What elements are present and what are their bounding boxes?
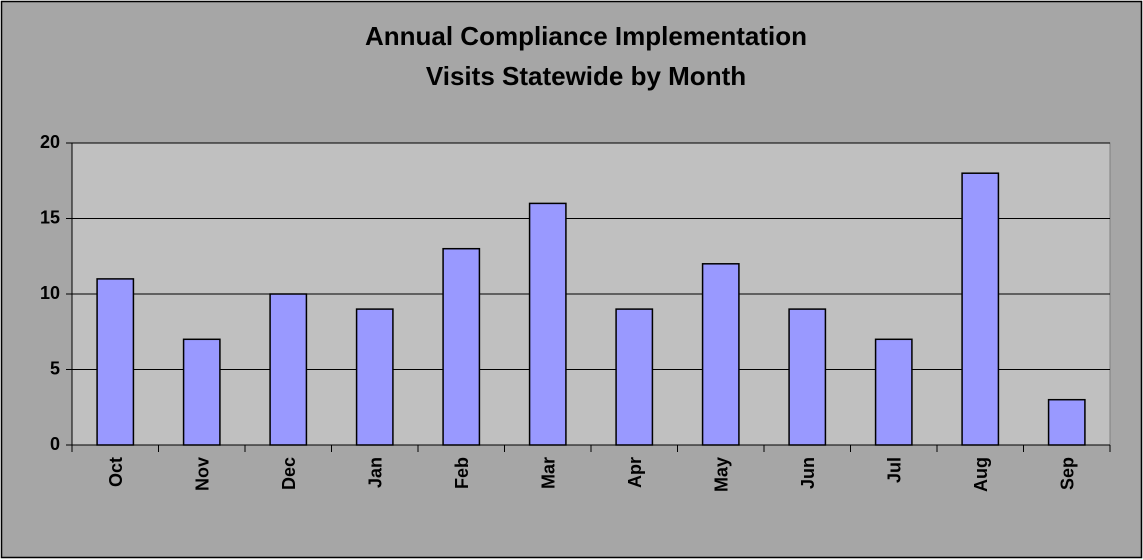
bar: [355, 308, 394, 446]
y-tick-label: 15: [40, 207, 60, 227]
y-tick-label: 0: [50, 434, 60, 454]
x-tick-label: Jun: [798, 457, 818, 489]
x-tick-label: Nov: [193, 457, 213, 491]
bar: [788, 308, 827, 446]
bar: [615, 308, 654, 446]
bar: [701, 263, 740, 446]
bar: [442, 247, 481, 446]
bar: [528, 202, 567, 446]
bar: [961, 172, 1000, 446]
bar: [269, 293, 308, 446]
x-tick-label: Jul: [885, 457, 905, 483]
x-tick-label: Apr: [625, 457, 645, 488]
bar: [96, 278, 135, 446]
x-tick-label: Oct: [106, 457, 126, 487]
bar: [182, 338, 221, 446]
x-tick-label: Dec: [279, 457, 299, 490]
y-tick-label: 10: [40, 283, 60, 303]
x-tick-label: Sep: [1058, 457, 1078, 490]
y-tick-label: 20: [40, 132, 60, 152]
bar: [874, 338, 913, 446]
x-tick-label: Jan: [366, 457, 386, 488]
x-tick-label: Feb: [452, 457, 472, 489]
chart-title: Annual Compliance Implementation: [365, 21, 807, 51]
bar: [1047, 398, 1086, 446]
y-tick-label: 5: [50, 358, 60, 378]
chart-title: Visits Statewide by Month: [426, 61, 746, 91]
x-tick-label: Aug: [971, 457, 991, 492]
x-tick-label: May: [712, 457, 732, 492]
x-tick-label: Mar: [539, 457, 559, 489]
